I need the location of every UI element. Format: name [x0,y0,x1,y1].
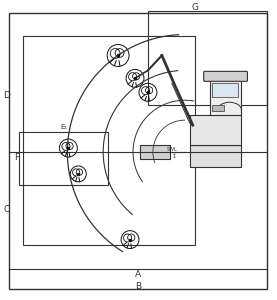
Ellipse shape [191,145,209,167]
Text: B: B [135,282,141,291]
Bar [190,115,242,145]
Bar [148,11,267,105]
Text: C: C [4,205,10,214]
Text: D: D [3,91,10,100]
Bar [190,145,242,167]
Bar [23,35,195,244]
Bar [212,83,237,97]
Text: G: G [191,3,198,12]
Bar [210,77,242,115]
Ellipse shape [220,145,238,167]
FancyBboxPatch shape [204,71,247,81]
Bar [212,105,224,111]
Text: SWL: SWL [166,146,177,152]
Bar [19,132,108,185]
Text: E₁: E₁ [61,124,68,130]
Bar [140,145,170,159]
Text: ↕: ↕ [171,154,176,158]
Text: A: A [135,270,141,279]
Text: F: F [14,154,19,163]
